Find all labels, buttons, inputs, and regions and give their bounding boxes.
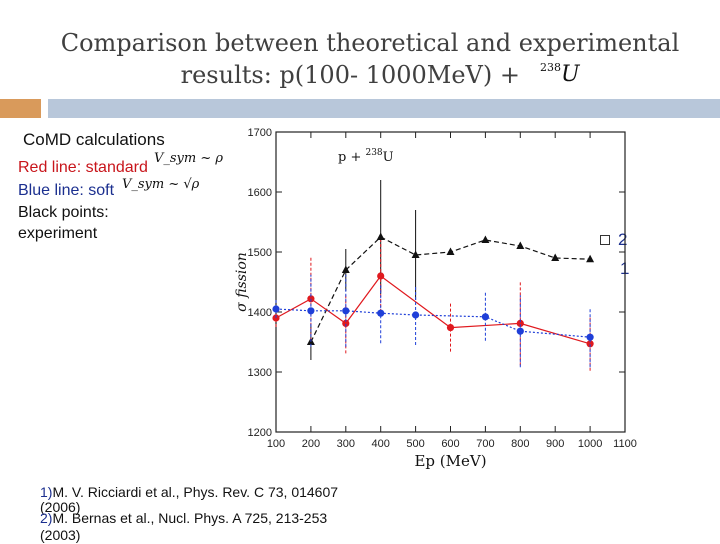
nucleus-symbol: 238U [540, 61, 580, 87]
data-point-standard [516, 319, 524, 327]
plot-frame [275, 131, 626, 433]
fission-cross-section-chart: 100 200 300 400 500 600 700 800 900 1000 1100 1200 1… [234, 127, 637, 470]
data-point-soft [412, 311, 420, 319]
legend-black-points: Black points: experiment [18, 204, 109, 242]
data-point-experiment [446, 247, 455, 255]
data-point-standard [446, 324, 455, 332]
data-point-experiment [551, 253, 560, 261]
slide-title-line2: results: p(100- 1000MeV) + [180, 61, 520, 89]
accent-bar-blue [48, 99, 720, 118]
data-point-standard [377, 272, 385, 280]
data-point-experiment [586, 254, 595, 263]
data-point-experiment [411, 250, 420, 258]
series-line-standard [275, 275, 591, 345]
reference-1-text: M. V. Ricciardi et al., Phys. Rev. C 73,… [52, 484, 339, 500]
data-point-standard [307, 295, 315, 303]
y-axis-label: σ fission [234, 252, 250, 312]
slide-title-line1: Comparison between theoretical and exper… [60, 29, 680, 57]
ref-number-2: 2 [618, 230, 628, 249]
data-point-standard [586, 340, 594, 348]
marker-box [600, 235, 610, 245]
x-tick-label: 800 [511, 438, 529, 450]
reference-1: 1)M. V. Ricciardi et al., Phys. Rev. C 7… [40, 484, 338, 501]
data-point-soft [272, 305, 280, 313]
legend-blue-line: Blue line: soft [18, 182, 115, 199]
y-tick-label: 1400 [248, 307, 272, 319]
x-tick-label: 1100 [613, 438, 637, 450]
x-tick-label: 300 [337, 438, 355, 450]
data-point-soft [377, 309, 385, 317]
formula-standard: V_sym ~ ρ [154, 151, 224, 166]
data-point-soft [481, 313, 489, 321]
y-tick-label: 1700 [248, 127, 272, 139]
x-tick-label: 200 [302, 438, 320, 450]
data-point-soft [586, 333, 594, 341]
data-point-soft [516, 327, 524, 335]
nucleus-letter: U [561, 62, 580, 87]
data-point-soft [342, 307, 350, 315]
nucleus-mass: 238 [540, 61, 561, 74]
reference-1-year: (2006) [40, 499, 81, 515]
legend-heading: CoMD calculations [23, 130, 165, 149]
y-tick-label: 1500 [248, 247, 272, 259]
reference-2-text: M. Bernas et al., Nucl. Phys. A 725, 213… [52, 510, 328, 526]
data-point-standard [342, 319, 350, 327]
data-point-experiment [341, 265, 350, 273]
reference-2-year: (2003) [40, 527, 81, 543]
x-tick-label: 1000 [578, 438, 602, 450]
y-tick-label: 1600 [248, 187, 272, 199]
x-tick-label: 700 [476, 438, 494, 450]
y-tick-label: 1300 [248, 367, 272, 379]
formula-soft: V_sym ~ √ρ [122, 177, 200, 192]
data-point-experiment [516, 241, 525, 249]
x-tick-label: 100 [267, 438, 285, 450]
plot-annotation: p + 238U [338, 148, 394, 165]
x-tick-label: 400 [372, 438, 390, 450]
legend-red-line: Red line: standard [18, 159, 148, 176]
data-point-soft [307, 307, 315, 315]
x-tick-label: 600 [441, 438, 459, 450]
x-axis-label: Ep (MeV) [414, 452, 486, 470]
reference-2-number: 2) [40, 510, 53, 526]
reference-1-number: 1) [40, 484, 53, 500]
accent-bar-orange [0, 99, 41, 118]
data-point-experiment [376, 232, 385, 240]
y-tick-label: 1200 [248, 427, 272, 439]
x-tick-label: 900 [546, 438, 564, 450]
x-tick-label: 500 [406, 438, 424, 450]
reference-2: 2)M. Bernas et al., Nucl. Phys. A 725, 2… [40, 510, 327, 527]
data-point-experiment [481, 235, 490, 243]
series-line-soft [275, 308, 591, 338]
